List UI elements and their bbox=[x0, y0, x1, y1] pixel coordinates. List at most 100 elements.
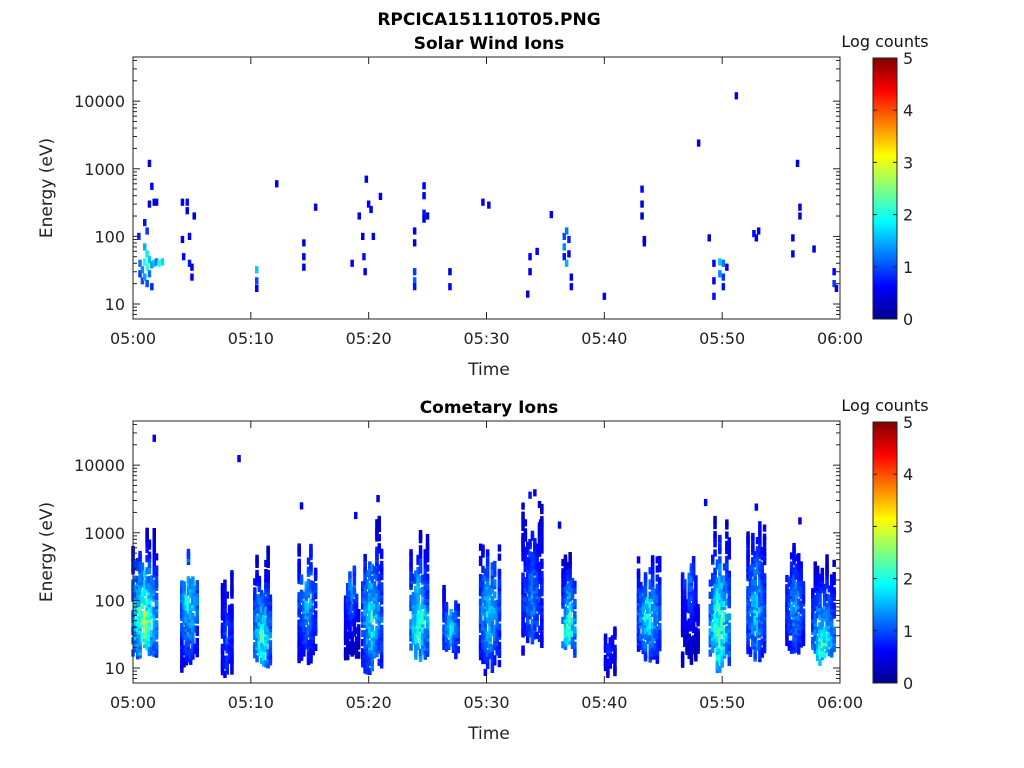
cometary-data-cell bbox=[266, 582, 270, 590]
cometary-data-cell bbox=[191, 597, 195, 605]
cometary-data-cell bbox=[495, 605, 499, 613]
solar-wind-data-cell bbox=[718, 258, 722, 266]
cometary-data-cell bbox=[641, 640, 645, 648]
cometary-data-cell bbox=[485, 649, 490, 657]
cometary-data-cell bbox=[259, 589, 264, 598]
cometary-data-cell bbox=[787, 595, 792, 603]
cometary-data-cell bbox=[813, 613, 817, 621]
cometary-data-cell bbox=[526, 623, 530, 631]
cometary-data-cell bbox=[822, 599, 827, 607]
cometary-data-cell bbox=[299, 620, 304, 628]
cometary-data-cell bbox=[195, 595, 199, 603]
cometary-data-cell bbox=[425, 582, 430, 590]
cometary-data-cell bbox=[797, 583, 801, 591]
cometary-data-cell bbox=[643, 642, 648, 650]
cometary-data-cell bbox=[478, 613, 483, 621]
cometary-data-cell bbox=[447, 639, 451, 647]
cometary-data-cell bbox=[418, 587, 423, 595]
cometary-data-cell bbox=[264, 596, 268, 604]
cometary-data-cell bbox=[352, 608, 357, 616]
cometary-data-cell bbox=[636, 556, 641, 564]
cometary-data-cell bbox=[268, 594, 273, 602]
cometary-data-cell bbox=[416, 643, 420, 651]
cometary-data-cell bbox=[454, 645, 458, 654]
cometary-data-cell bbox=[528, 551, 532, 559]
cometary-data-cell bbox=[813, 594, 817, 602]
cometary-data-cell bbox=[220, 656, 225, 664]
cometary-data-cell bbox=[830, 613, 834, 622]
cometary-data-cell bbox=[191, 637, 195, 645]
cometary-data-cell bbox=[787, 588, 792, 597]
cometary-data-cell bbox=[687, 572, 691, 580]
cometary-data-cell bbox=[792, 555, 796, 563]
cometary-data-cell bbox=[354, 636, 359, 644]
cometary-data-cell bbox=[715, 644, 720, 652]
cometary-data-cell bbox=[145, 582, 149, 590]
cometary-data-cell bbox=[377, 588, 381, 596]
cometary-data-cell bbox=[754, 503, 759, 511]
cometary-data-cell bbox=[354, 511, 358, 520]
solar-wind-data-cell bbox=[255, 266, 259, 274]
cometary-data-cell bbox=[746, 564, 750, 573]
solar-wind-xtick-label: 06:00 bbox=[817, 329, 863, 348]
cometary-data-cell bbox=[758, 621, 762, 629]
cometary-data-cell bbox=[266, 545, 270, 553]
cometary-data-cell bbox=[535, 561, 539, 569]
cometary-ytick-label: 10000 bbox=[74, 456, 125, 475]
solar-wind-data-cell bbox=[642, 239, 647, 247]
cometary-data-cell bbox=[715, 589, 720, 597]
cometary-data-cell bbox=[230, 603, 234, 611]
cometary-data-cell bbox=[758, 600, 762, 608]
cometary-data-cell bbox=[223, 643, 227, 651]
cometary-colorbar-tick-label: 2 bbox=[903, 570, 913, 589]
cometary-data-cell bbox=[753, 593, 757, 601]
cometary-data-cell bbox=[478, 598, 483, 606]
cometary-data-cell bbox=[523, 577, 528, 585]
cometary-data-cell bbox=[478, 607, 483, 615]
cometary-data-cell bbox=[691, 556, 696, 564]
cometary-data-cell bbox=[797, 598, 801, 606]
cometary-colorbar bbox=[872, 421, 898, 684]
cometary-data-cell bbox=[354, 627, 359, 635]
cometary-data-cell bbox=[490, 662, 495, 670]
cometary-data-cell bbox=[711, 572, 715, 581]
cometary-data-cell bbox=[186, 603, 191, 611]
cometary-data-cell bbox=[563, 578, 568, 587]
cometary-data-cell bbox=[787, 610, 792, 618]
cometary-data-cell bbox=[264, 617, 268, 625]
cometary-data-cell bbox=[352, 647, 357, 655]
cometary-data-cell bbox=[813, 643, 817, 651]
cometary-data-cell bbox=[375, 519, 379, 527]
cometary-data-cell bbox=[456, 624, 460, 632]
cometary-data-cell bbox=[495, 636, 499, 644]
cometary-data-cell bbox=[297, 649, 301, 658]
cometary-data-cell bbox=[368, 561, 372, 569]
cometary-data-cell bbox=[297, 631, 301, 639]
cometary-data-cell bbox=[718, 580, 722, 588]
cometary-data-cell bbox=[259, 650, 264, 658]
cometary-data-cell bbox=[425, 534, 430, 542]
cometary-data-cell bbox=[568, 558, 572, 566]
cometary-data-cell bbox=[650, 646, 655, 654]
cometary-data-cell bbox=[655, 556, 660, 564]
cometary-ylabel: Energy (eV) bbox=[37, 502, 57, 602]
cometary-data-cell bbox=[180, 604, 184, 612]
cometary-data-cell bbox=[152, 579, 156, 587]
solar-wind-data-cell bbox=[152, 259, 156, 267]
cometary-data-cell bbox=[352, 617, 357, 625]
cometary-data-cell bbox=[481, 565, 485, 573]
cometary-data-cell bbox=[421, 598, 425, 607]
cometary-data-cell bbox=[689, 602, 694, 611]
cometary-data-cell bbox=[418, 545, 423, 553]
cometary-data-cell bbox=[753, 614, 757, 623]
cometary-data-cell bbox=[689, 636, 694, 644]
cometary-data-cell bbox=[720, 660, 724, 668]
cometary-data-cell bbox=[762, 606, 767, 614]
cometary-data-cell bbox=[715, 611, 720, 619]
cometary-data-cell bbox=[825, 633, 829, 641]
cometary-data-cell bbox=[526, 556, 530, 564]
cometary-data-cell bbox=[223, 634, 227, 642]
cometary-data-cell bbox=[423, 549, 427, 557]
cometary-data-cell bbox=[225, 618, 229, 626]
